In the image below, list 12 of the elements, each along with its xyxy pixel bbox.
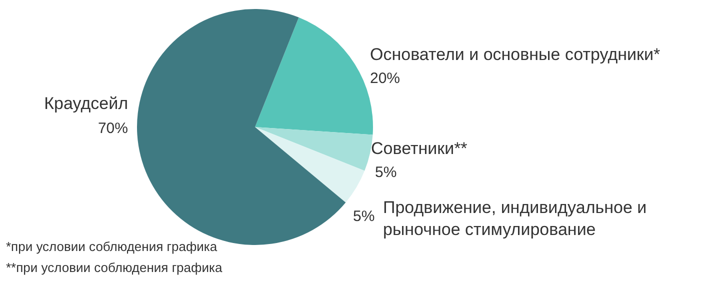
data-label: 5% xyxy=(375,164,397,181)
slice-label: Продвижение, индивидуальное и рыночное стимулирование xyxy=(383,198,647,239)
slice-label: Краудсейл xyxy=(44,94,128,113)
data-label: 70% xyxy=(98,120,128,137)
text: **при условии соблюдения графика xyxy=(6,260,223,275)
data-label: 20% xyxy=(370,70,400,87)
slice-label: Основатели и основные сотрудники* xyxy=(370,45,660,64)
pie-slice xyxy=(255,127,365,202)
text: *при условии соблюдения графика xyxy=(6,239,218,254)
pie-slice xyxy=(255,127,373,171)
slice-label: Советники** xyxy=(371,139,468,158)
data-label: 5% xyxy=(353,208,375,225)
